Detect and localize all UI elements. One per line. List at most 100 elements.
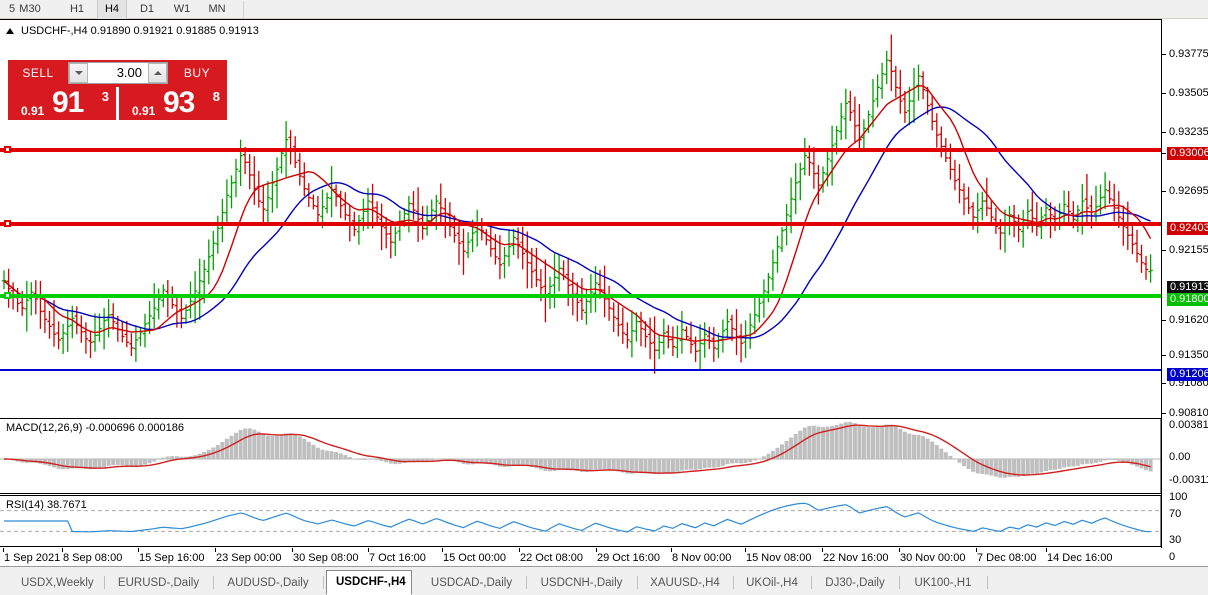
- price-tag-0.91800[interactable]: 0.91800: [1167, 293, 1208, 306]
- price-tag-0.92403[interactable]: 0.92403: [1167, 222, 1208, 235]
- level-line-0.91800[interactable]: [0, 294, 1161, 298]
- timeframe-h1[interactable]: H1: [62, 0, 92, 19]
- macd-scale-label: 0.003811: [1169, 420, 1208, 431]
- chart-tab-uk100h1[interactable]: UK100-,H1: [903, 572, 983, 594]
- chart-tab-bar[interactable]: USDX,Weekly EURUSD-,Daily AUDUSD-,Daily USD…: [0, 566, 1208, 595]
- lot-size-input[interactable]: 3.00: [89, 63, 147, 83]
- one-click-trading-panel[interactable]: SELL 3.00 BUY 0.91 91 3 0.91 93 8: [8, 60, 227, 120]
- time-tick-label: 23 Sep 00:00: [216, 552, 281, 564]
- timeframe-d1[interactable]: D1: [132, 0, 162, 19]
- sell-price-fraction: 3: [102, 89, 109, 104]
- macd-scale-label: 0.00: [1169, 452, 1190, 463]
- time-axis: 1 Sep 20218 Sep 08:00 15 Sep 16:00 23 Sep …: [0, 548, 1162, 566]
- lot-increment-button[interactable]: [148, 63, 167, 83]
- price-tick-label: 0.93235: [1169, 127, 1208, 138]
- time-tick-label: 14 Dec 16:00: [1047, 552, 1112, 564]
- time-tick-label: 15 Nov 08:00: [746, 552, 811, 564]
- price-tick-label: 0.92155: [1169, 245, 1208, 256]
- chart-tab-usdxweekly[interactable]: USDX,Weekly: [12, 572, 100, 594]
- tab-separator: [733, 576, 734, 589]
- level-line-0.91206[interactable]: [0, 369, 1161, 371]
- price-tick: [1162, 355, 1166, 356]
- price-tick-label: 0.93775: [1169, 49, 1208, 60]
- timeframe-m30[interactable]: M30: [13, 0, 47, 19]
- price-tick-label: 0.93505: [1169, 88, 1208, 99]
- lot-size-stepper[interactable]: 3.00: [68, 62, 168, 84]
- rsi-scale-label: 70: [1169, 509, 1181, 520]
- time-tick-label: 22 Nov 16:00: [823, 552, 888, 564]
- buy-price-big: 93: [163, 88, 194, 118]
- price-tag-0.93006[interactable]: 0.93006: [1167, 147, 1208, 160]
- level-handle-0.93006[interactable]: [4, 146, 11, 153]
- price-tag-0.91206[interactable]: 0.91206: [1167, 368, 1208, 381]
- level-line-0.92403[interactable]: [0, 222, 1161, 226]
- chevron-down-icon: [75, 71, 83, 75]
- chart-tab-eurusddaily[interactable]: EURUSD-,Daily: [108, 572, 209, 594]
- time-tick-label: 8 Sep 08:00: [63, 552, 122, 564]
- price-tick-label: 0.91350: [1169, 350, 1208, 361]
- macd-title: MACD(12,26,9) -0.000696 0.000186: [6, 422, 184, 434]
- sell-price-big: 91: [52, 88, 83, 118]
- timeframe-h4[interactable]: H4: [97, 0, 127, 19]
- price-tick-label: 0.92695: [1169, 186, 1208, 197]
- tab-separator: [213, 576, 214, 589]
- time-tick-label: 15 Sep 16:00: [139, 552, 204, 564]
- chart-tab-usdchfh4[interactable]: USDCHF-,H4: [326, 570, 412, 595]
- chart-tab-ukoilh4[interactable]: UKOil-,H4: [737, 572, 807, 594]
- level-handle-0.91800[interactable]: [4, 292, 11, 299]
- rsi-scale-label: 0: [1169, 552, 1175, 563]
- sell-button[interactable]: SELL: [12, 62, 64, 84]
- price-tick: [1162, 191, 1166, 192]
- tab-separator: [526, 576, 527, 589]
- sell-price-display[interactable]: 0.91 91 3: [8, 87, 116, 120]
- rsi-title: RSI(14) 38.7671: [6, 499, 87, 511]
- sell-price-prefix: 0.91: [21, 104, 44, 118]
- chart-tab-usdcaddaily[interactable]: USDCAD-,Daily: [421, 572, 522, 594]
- tab-separator: [104, 576, 105, 589]
- chart-tab-dj30daily[interactable]: DJ30-,Daily: [815, 572, 895, 594]
- level-line-0.93006[interactable]: [0, 148, 1161, 152]
- chart-tab-xauusdh4[interactable]: XAUUSD-,H4: [641, 572, 729, 594]
- timeframe-toolbar: 5M30H1H4D1W1MN: [0, 0, 1208, 19]
- tab-separator: [811, 576, 812, 589]
- time-tick-label: 7 Dec 08:00: [977, 552, 1036, 564]
- time-tick-label: 15 Oct 00:00: [443, 552, 506, 564]
- lot-decrement-button[interactable]: [69, 63, 88, 83]
- timeframe-w1[interactable]: W1: [167, 0, 197, 19]
- price-tick: [1162, 93, 1166, 94]
- rsi-scale-label: 30: [1169, 535, 1181, 546]
- time-tick-label: 30 Nov 00:00: [900, 552, 965, 564]
- rsi-plot: [0, 495, 1162, 549]
- trade-panel-top-row: SELL 3.00 BUY: [8, 60, 227, 86]
- tab-separator: [899, 576, 900, 589]
- price-tick-label: 0.90810: [1169, 408, 1208, 419]
- macd-scale-label: -0.003115: [1169, 475, 1208, 486]
- tab-separator: [637, 576, 638, 589]
- timeframe-mn[interactable]: MN: [202, 0, 232, 19]
- price-tick: [1162, 250, 1166, 251]
- rsi-scale-label: 100: [1169, 492, 1187, 503]
- buy-button[interactable]: BUY: [171, 62, 223, 84]
- price-tick: [1162, 54, 1166, 55]
- chart-tab-usdcnhdaily[interactable]: USDCNH-,Daily: [530, 572, 633, 594]
- chart-window[interactable]: USDCHF-,H4 0.91890 0.91921 0.91885 0.919…: [0, 19, 1208, 566]
- price-scale[interactable]: 0.937750.935050.932350.929650.926950.921…: [1162, 19, 1208, 548]
- price-tick: [1162, 383, 1166, 384]
- price-tick: [1162, 320, 1166, 321]
- buy-price-fraction: 8: [213, 89, 220, 104]
- price-tick: [1162, 132, 1166, 133]
- time-tick-label: 7 Oct 16:00: [369, 552, 426, 564]
- buy-price-display[interactable]: 0.91 93 8: [119, 87, 227, 120]
- buy-price-prefix: 0.91: [132, 104, 155, 118]
- price-tick: [1162, 413, 1166, 414]
- chart-tab-audusddaily[interactable]: AUDUSD-,Daily: [217, 572, 319, 594]
- tab-separator: [987, 576, 988, 589]
- time-tick-label: 1 Sep 2021: [4, 552, 60, 564]
- time-tick-label: 22 Oct 08:00: [520, 552, 583, 564]
- level-handle-0.92403[interactable]: [4, 220, 11, 227]
- time-tick-label: 29 Oct 16:00: [597, 552, 660, 564]
- price-tick: [1162, 153, 1166, 154]
- toolbar-separator: [243, 1, 244, 18]
- time-tick-label: 30 Sep 08:00: [293, 552, 358, 564]
- chevron-up-icon: [154, 71, 162, 75]
